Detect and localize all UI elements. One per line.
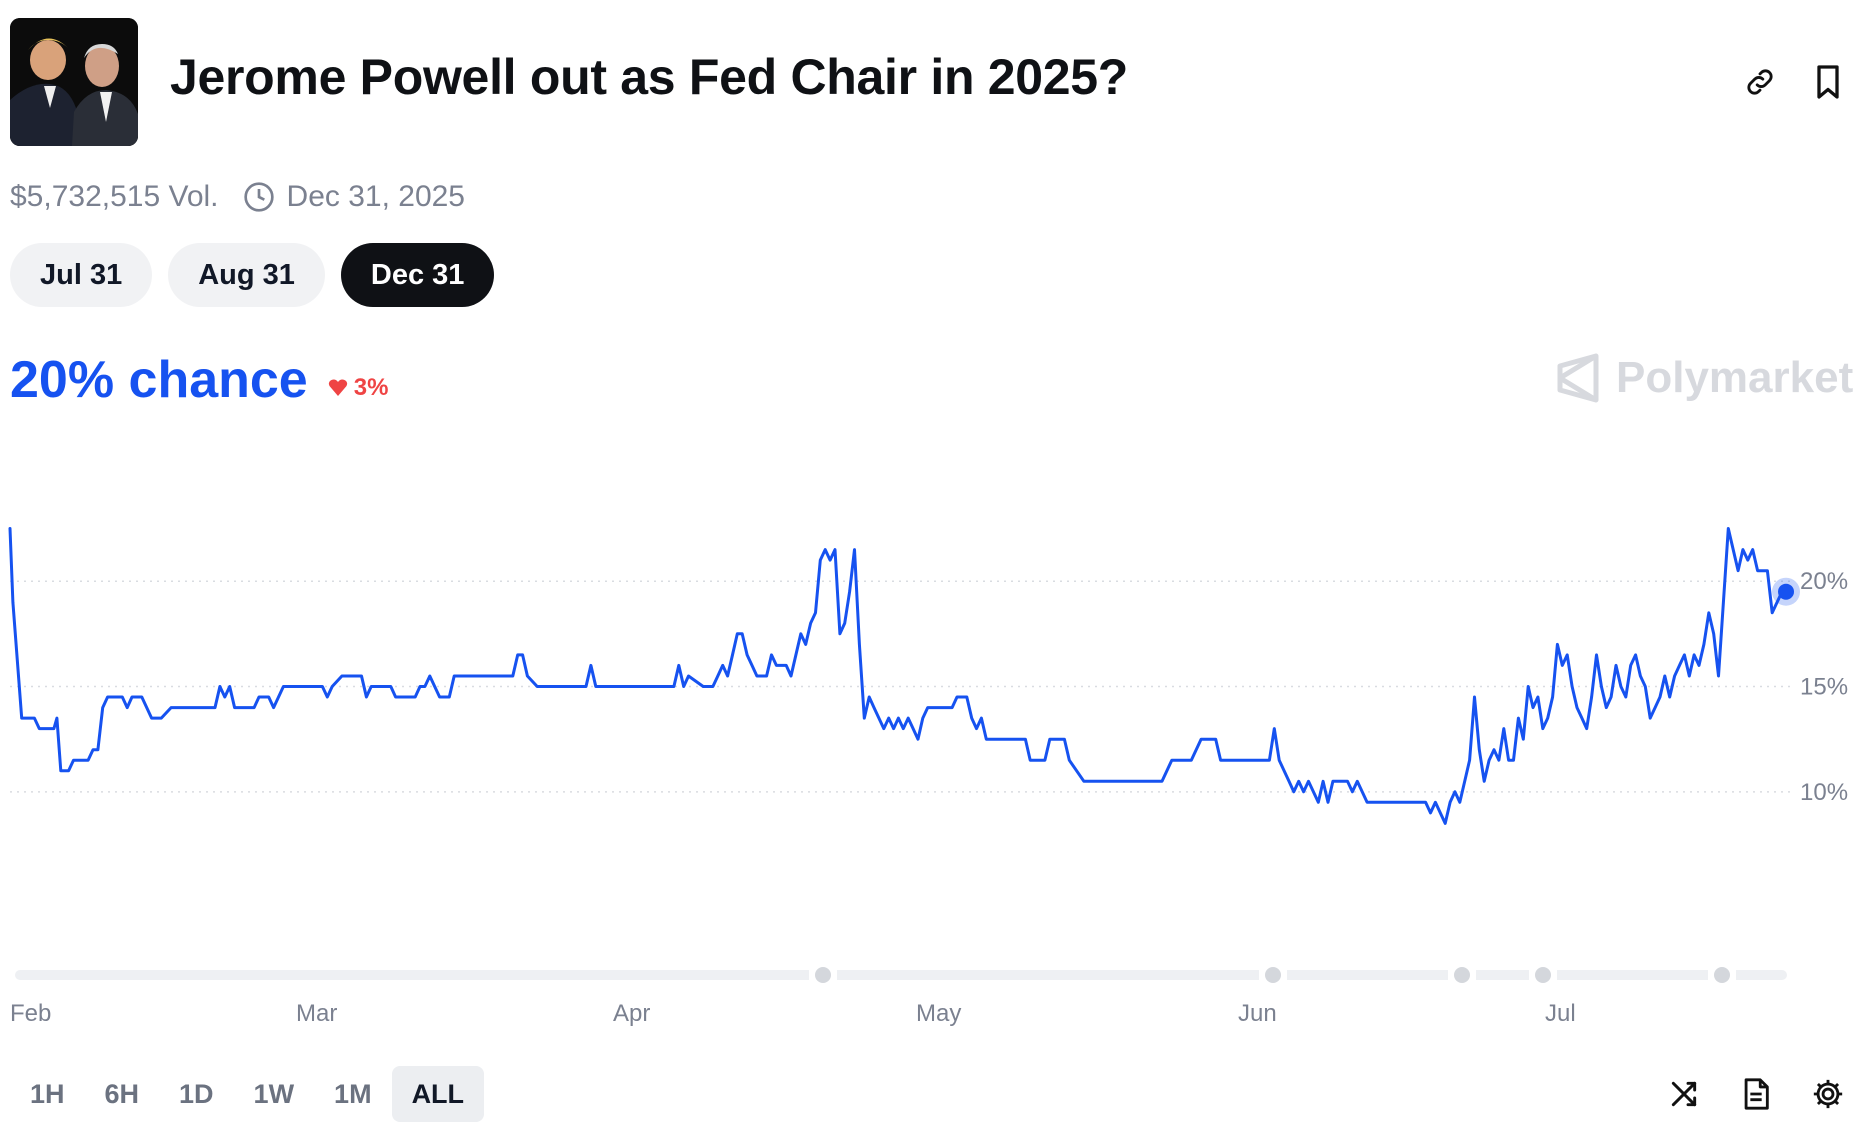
current-point-dot [1778, 583, 1794, 600]
y-tick-label: 10% [1800, 779, 1848, 806]
range-1h[interactable]: 1H [30, 1078, 65, 1109]
clock-icon [243, 182, 274, 212]
x-tick-label: Jul [1545, 1000, 1576, 1027]
end-date-text: Dec 31, 2025 [286, 180, 465, 213]
heart-down-icon [328, 379, 347, 396]
x-axis: Feb Mar Apr May Jun Jul [10, 1000, 1576, 1027]
brand-name: Polymarket [1616, 353, 1854, 402]
current-point [1772, 577, 1800, 606]
chance-readout: 20% chance 3% [10, 350, 388, 410]
end-date: Dec 31, 2025 [243, 180, 465, 214]
chance-delta: 3% [328, 374, 389, 402]
polymarket-logo-icon [1557, 353, 1599, 403]
y-tick-label: 20% [1800, 568, 1848, 595]
milestone-marker [1454, 967, 1470, 983]
x-tick-label: Jun [1238, 1000, 1277, 1027]
x-tick-label: Mar [296, 1000, 337, 1027]
document-icon[interactable] [1734, 1072, 1778, 1116]
range-6h[interactable]: 6H [104, 1078, 140, 1109]
page-title: Jerome Powell out as Fed Chair in 2025? [170, 49, 1129, 105]
range-1m[interactable]: 1M [334, 1078, 372, 1109]
bookmark-icon[interactable] [1808, 62, 1848, 102]
range-all[interactable]: ALL [391, 1066, 485, 1122]
portrait-photo-icon [10, 18, 138, 146]
y-tick-label: 15% [1800, 674, 1848, 701]
price-chart[interactable]: 10% 15% 20% Feb Mar Apr May Jun Jul [0, 500, 1860, 1040]
milestone-marker [815, 967, 831, 983]
delta-value: 3% [353, 374, 389, 401]
price-line [8, 527, 1784, 825]
milestone-marker [1265, 967, 1281, 983]
range-1w[interactable]: 1W [253, 1078, 295, 1109]
y-axis: 10% 15% 20% [1800, 568, 1848, 806]
chart-grid [10, 580, 1790, 793]
x-tick-label: May [916, 1000, 961, 1027]
chance-value: 20% chance [10, 351, 308, 409]
milestone-marker [1714, 967, 1730, 983]
milestone-marker [1535, 967, 1551, 983]
pill-dec-31[interactable]: Dec 31 [340, 243, 495, 307]
x-tick-label: Feb [10, 1000, 51, 1027]
shuffle-icon[interactable] [1662, 1072, 1706, 1116]
link-icon[interactable] [1740, 62, 1780, 102]
market-meta: $5,732,515 Vol. Dec 31, 2025 [10, 180, 465, 214]
gear-icon[interactable] [1806, 1072, 1850, 1116]
brand-watermark: Polymarket [1556, 352, 1853, 404]
timeline-scrubber [15, 967, 1787, 983]
market-thumbnail [10, 18, 138, 146]
date-selector: Jul 31 Aug 31 Dec 31 [10, 243, 495, 307]
pill-jul-31[interactable]: Jul 31 [10, 243, 153, 307]
pill-aug-31[interactable]: Aug 31 [168, 243, 325, 307]
range-1d[interactable]: 1D [179, 1078, 214, 1109]
time-range-selector: 1H 6H 1D 1W 1M ALL [10, 1066, 485, 1122]
x-tick-label: Apr [613, 1000, 650, 1027]
volume-text: $5,732,515 Vol. [10, 180, 219, 213]
